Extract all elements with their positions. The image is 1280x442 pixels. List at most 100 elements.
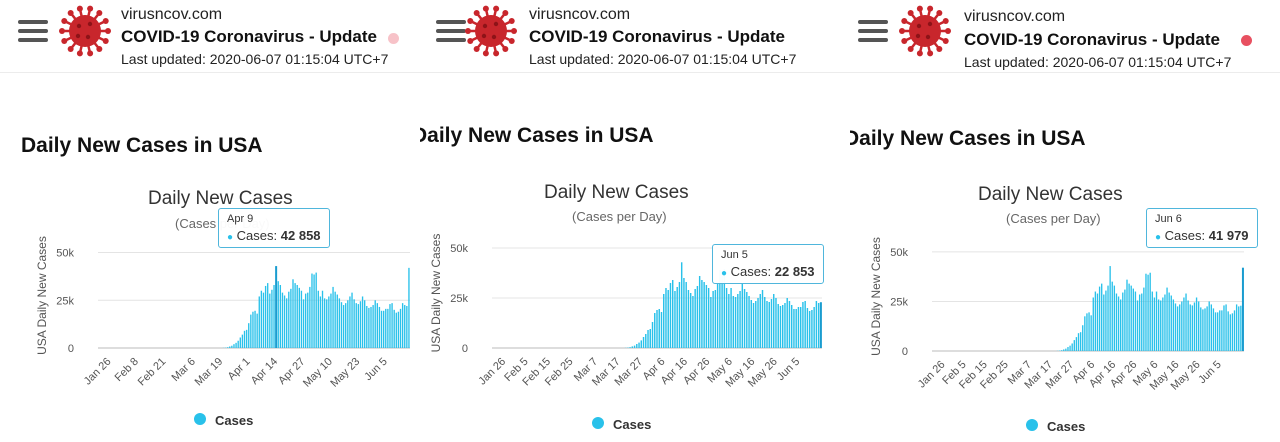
chart-bar[interactable] xyxy=(239,337,241,349)
chart-bar[interactable] xyxy=(1187,300,1189,351)
chart-bar[interactable] xyxy=(759,294,761,348)
chart-bar[interactable] xyxy=(674,291,676,348)
chart-bar[interactable] xyxy=(788,301,791,348)
chart-bar[interactable] xyxy=(1082,325,1084,351)
chart-bar[interactable] xyxy=(389,304,391,348)
chart-bar[interactable] xyxy=(710,297,712,348)
chart-bar[interactable] xyxy=(656,310,658,348)
chart-bar[interactable] xyxy=(764,297,766,348)
chart-bar[interactable] xyxy=(811,310,813,348)
chart-bar[interactable] xyxy=(226,347,229,348)
chart-bar[interactable] xyxy=(300,290,303,348)
chart-bar[interactable] xyxy=(1069,345,1071,351)
chart-bar[interactable] xyxy=(781,305,784,348)
chart-bar[interactable] xyxy=(1134,291,1137,351)
chart-bar[interactable] xyxy=(1210,304,1212,351)
chart-bar[interactable] xyxy=(728,294,730,348)
chart-bar[interactable] xyxy=(1117,296,1120,352)
chart-bar[interactable] xyxy=(233,344,235,348)
chart-bar[interactable] xyxy=(1240,305,1242,351)
chart-bar[interactable] xyxy=(1155,291,1158,351)
chart-bar[interactable] xyxy=(1214,312,1217,351)
chart-bar[interactable] xyxy=(1164,294,1166,351)
chart-bar[interactable] xyxy=(1204,308,1206,351)
legend-marker-icon[interactable] xyxy=(194,413,206,425)
chart-bar[interactable] xyxy=(1113,285,1116,351)
chart-bar[interactable] xyxy=(790,305,793,348)
legend-marker-icon[interactable] xyxy=(1026,419,1038,431)
chart-bar[interactable] xyxy=(633,345,636,348)
chart-bar[interactable] xyxy=(1170,295,1172,351)
legend-marker-icon[interactable] xyxy=(592,417,604,429)
chart-bar[interactable] xyxy=(651,322,654,348)
chart-bar[interactable] xyxy=(277,281,279,348)
chart-bar[interactable] xyxy=(707,288,710,348)
chart-bar[interactable] xyxy=(669,283,672,348)
chart-bar[interactable] xyxy=(376,303,378,348)
chart-bar[interactable] xyxy=(1132,288,1134,351)
chart-bar[interactable] xyxy=(1195,297,1198,351)
chart-bar[interactable] xyxy=(748,296,750,348)
chart-bar[interactable] xyxy=(292,279,294,348)
chart-bar[interactable] xyxy=(313,274,315,349)
chart-bar[interactable] xyxy=(766,301,768,348)
chart-bar[interactable] xyxy=(340,302,343,348)
chart-bar[interactable] xyxy=(1185,293,1187,351)
chart-bar[interactable] xyxy=(676,287,678,348)
chart-bar[interactable] xyxy=(1151,291,1153,351)
chart-bar[interactable] xyxy=(317,290,319,348)
chart-bar[interactable] xyxy=(1101,283,1103,351)
chart-bar[interactable] xyxy=(368,307,370,348)
chart-bar[interactable] xyxy=(734,297,737,348)
chart-bar[interactable] xyxy=(254,310,256,348)
chart-bar[interactable] xyxy=(689,293,692,348)
chart-bar[interactable] xyxy=(243,330,246,348)
chart-bar[interactable] xyxy=(1115,293,1118,351)
chart-bar[interactable] xyxy=(1079,332,1082,351)
chart-bar[interactable] xyxy=(271,289,273,348)
chart-bar[interactable] xyxy=(273,285,275,348)
chart-bar[interactable] xyxy=(1168,292,1170,351)
chart-bar[interactable] xyxy=(815,301,818,348)
chart-bar[interactable] xyxy=(804,301,806,348)
chart-bar[interactable] xyxy=(336,294,338,348)
chart-bar[interactable] xyxy=(323,298,326,348)
hamburger-menu-icon[interactable] xyxy=(436,20,466,42)
chart-bar[interactable] xyxy=(1084,316,1086,351)
chart-bar[interactable] xyxy=(294,283,296,348)
chart-bar[interactable] xyxy=(739,291,741,348)
chart-bar[interactable] xyxy=(252,311,254,348)
chart-bar[interactable] xyxy=(649,329,651,348)
chart-bar[interactable] xyxy=(755,301,757,348)
chart-bar[interactable] xyxy=(813,307,815,348)
chart-bar[interactable] xyxy=(334,291,336,348)
chart-bar[interactable] xyxy=(267,283,269,348)
chart-bar[interactable] xyxy=(231,345,233,348)
chart-bar[interactable] xyxy=(258,296,260,348)
chart-bar[interactable] xyxy=(1067,347,1069,351)
chart-bar[interactable] xyxy=(678,282,681,348)
chart-bar[interactable] xyxy=(1071,343,1073,351)
chart-bar[interactable] xyxy=(366,306,368,348)
chart-bar[interactable] xyxy=(288,291,290,348)
chart-bar[interactable] xyxy=(1153,297,1156,351)
chart-bar[interactable] xyxy=(777,304,779,348)
chart-bar[interactable] xyxy=(1176,306,1179,351)
chart-bar[interactable] xyxy=(279,285,282,348)
chart-bar[interactable] xyxy=(1212,308,1215,351)
chart-bar[interactable] xyxy=(1219,310,1221,351)
chart-bar[interactable] xyxy=(773,294,775,348)
chart-bar[interactable] xyxy=(260,290,263,348)
chart-bar[interactable] xyxy=(237,340,239,348)
chart-bar[interactable] xyxy=(770,299,773,348)
chart-bar[interactable] xyxy=(1141,293,1143,351)
chart-bar[interactable] xyxy=(1105,290,1107,351)
chart-bar[interactable] xyxy=(406,306,408,348)
chart-bar[interactable] xyxy=(1120,299,1122,351)
chart-bar[interactable] xyxy=(752,303,755,348)
chart-bar[interactable] xyxy=(338,298,341,348)
chart-bar[interactable] xyxy=(1181,301,1183,351)
chart-bar[interactable] xyxy=(721,271,723,348)
chart-bar[interactable] xyxy=(631,346,634,348)
chart-bar[interactable] xyxy=(716,284,719,348)
